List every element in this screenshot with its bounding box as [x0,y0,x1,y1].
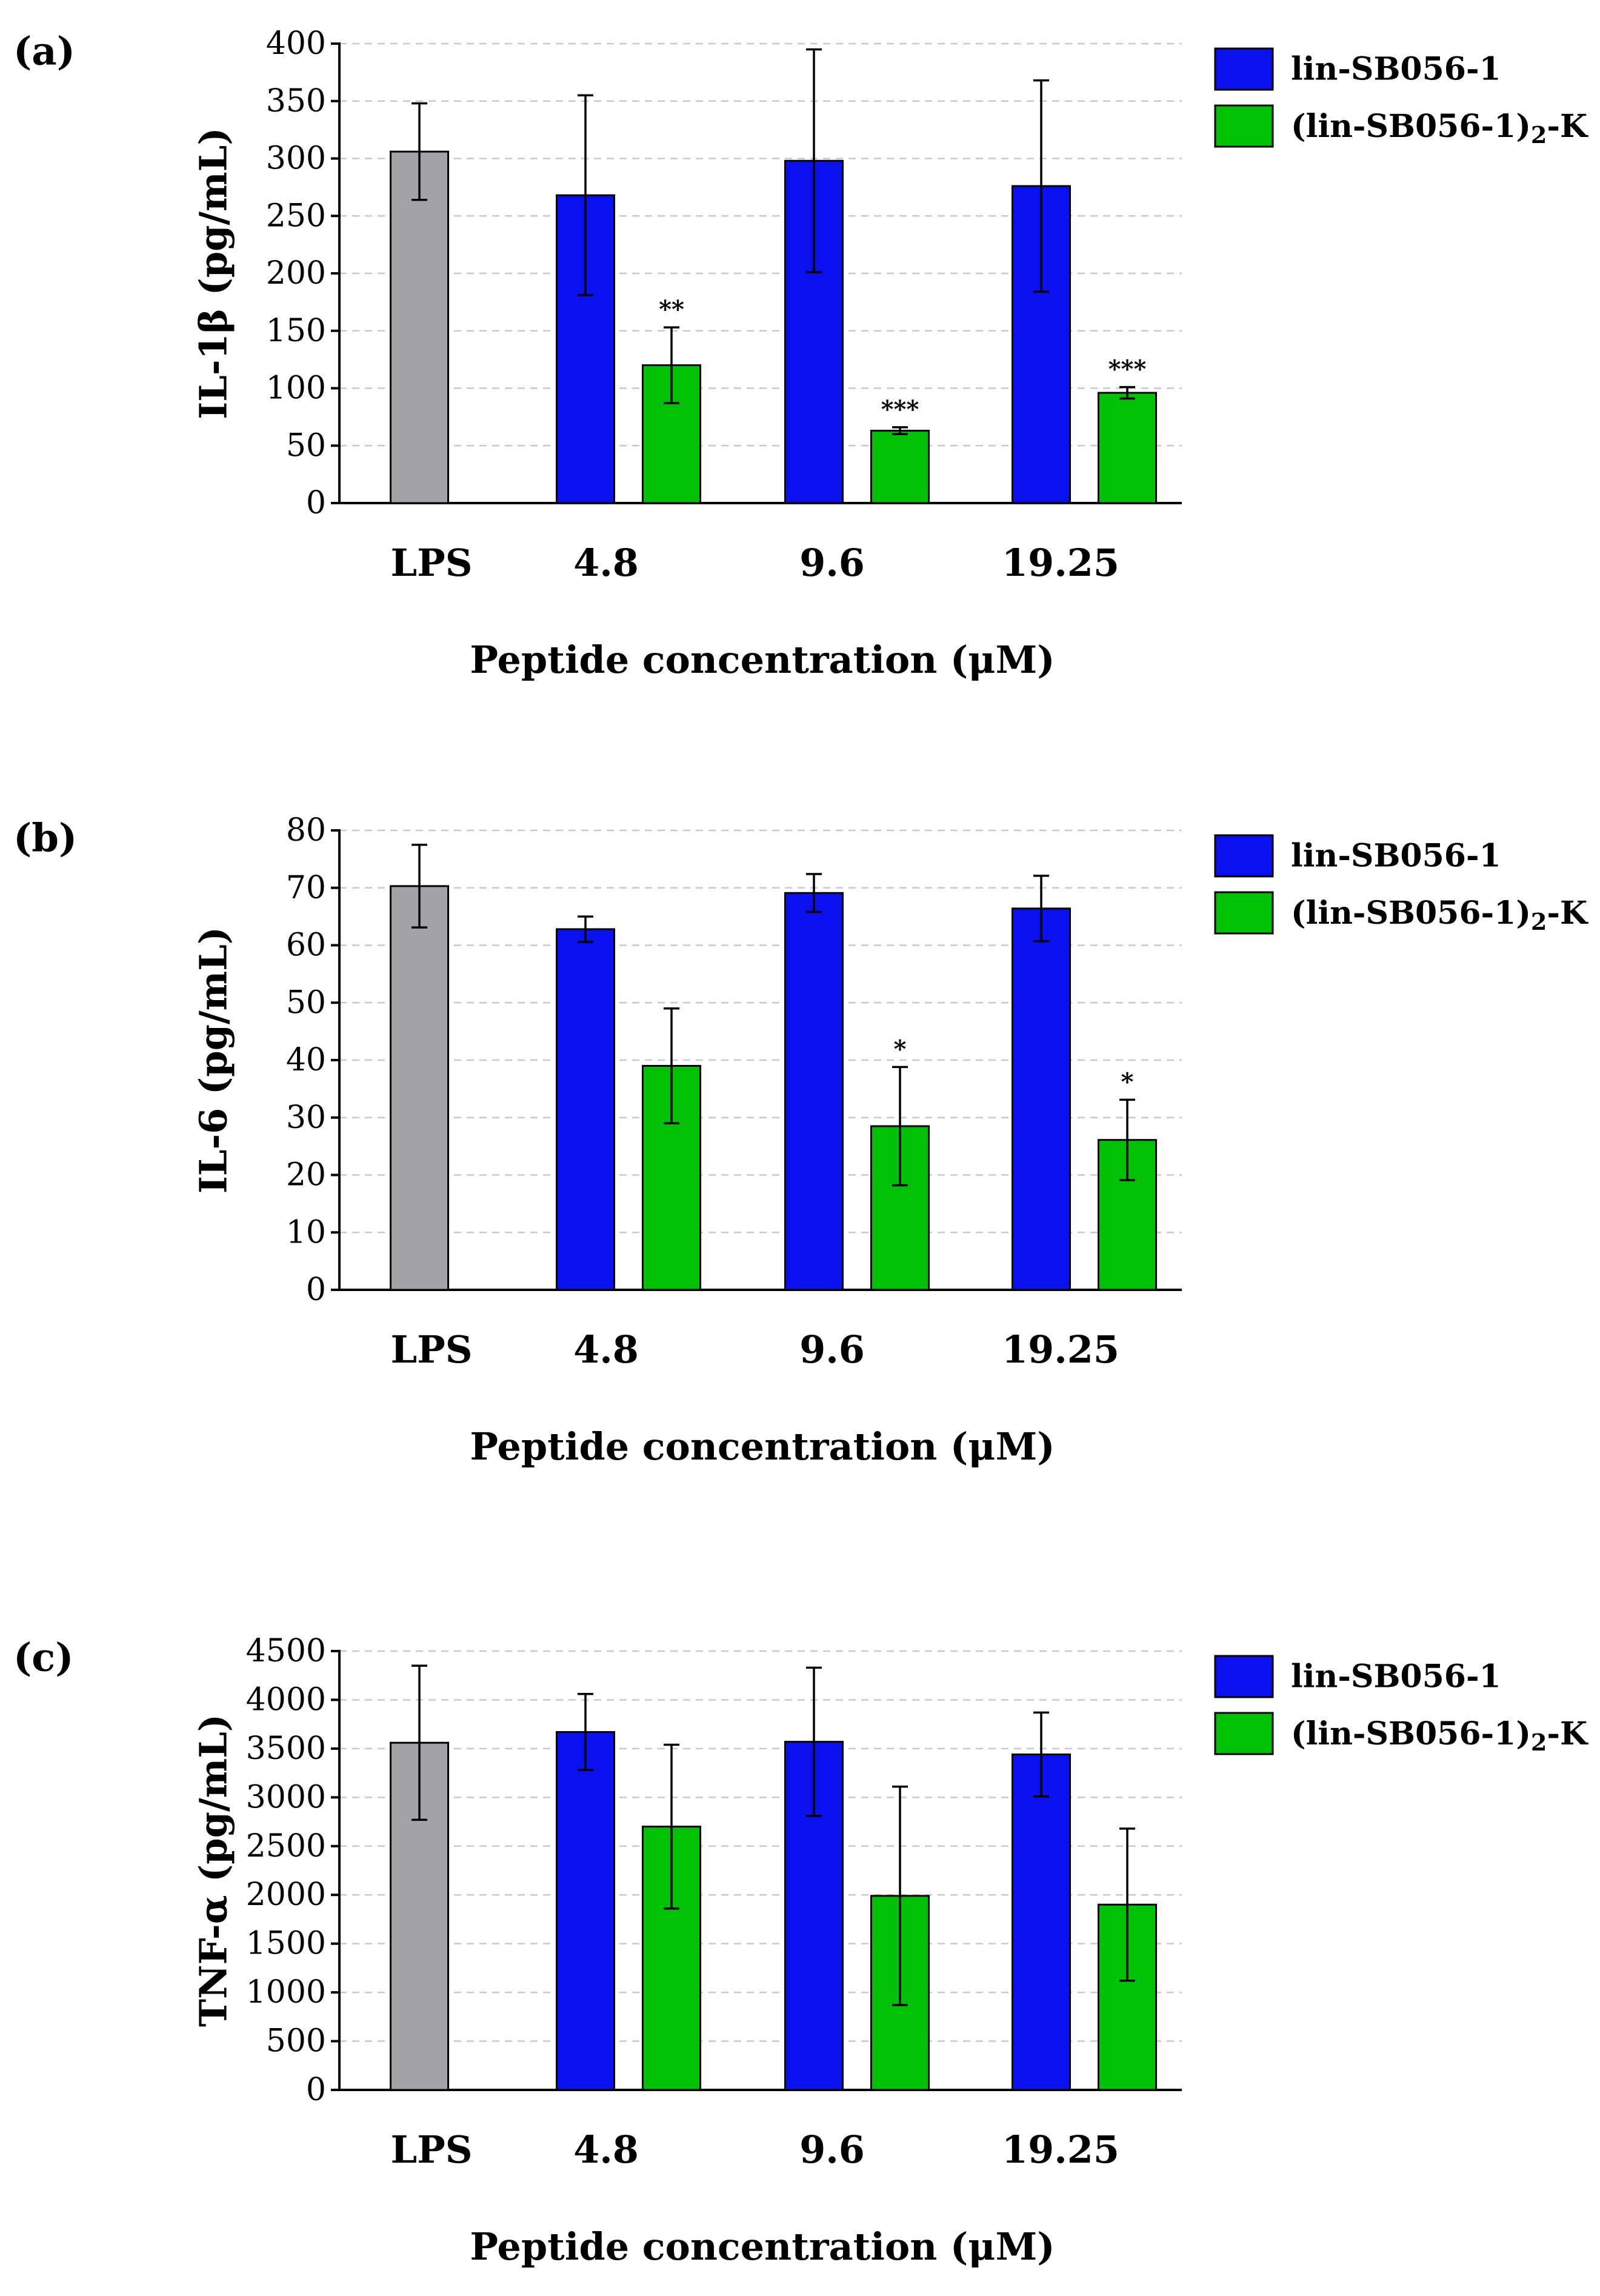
panel-b-y-tick-label: 40 [286,1042,326,1078]
panel-a-x-tick-label-LPS: LPS [391,541,473,585]
panel-a-y-tick-label: 350 [266,83,326,119]
panel-b-legend-swatch-dimer [1214,891,1274,935]
panel-c: (c) 0 500 1000 1500 2000 2500 3000 3500 4000 4500 T… [13,1633,1588,2269]
panel-c-legend-swatch-dimer [1214,1712,1274,1755]
panel-b-y-axis-title: IL-6 (pg/mL) [192,927,236,1193]
panel-b-x-axis-title: Peptide concentration (μM) [470,1424,1055,1469]
panel-c-legend-label-lin-sb056-1: lin-SB056-1 [1291,1658,1501,1695]
panel-b-y-tick-label: 60 [286,927,326,964]
panel-b-legend: lin-SB056-1 (lin-SB056-1)2-K [1214,834,1588,935]
panel-a-label: (a) [13,29,75,75]
panel-b-label: (b) [13,816,77,861]
panel-b-significance-dimer-19-25: * [1121,1067,1134,1096]
panel-b-bar-lin-sb056-1-4-8 [556,928,615,1291]
panel-a-y-tick-label: 150 [266,313,326,349]
panel-b-y-tick-label: 50 [286,984,326,1021]
panel-b: (b) 0 10 20 30 40 50 60 70 80 IL-6 (pg/mL) * * LPS 4.8… [13,812,1588,1469]
panel-a-x-axis-title: Peptide concentration (μM) [470,638,1055,682]
panel-a-y-axis-title: IL-1β (pg/mL) [192,127,236,419]
panel-c-legend-label-dimer: (lin-SB056-1)2-K [1291,1715,1588,1756]
panel-b-y-tick-label: 10 [286,1214,326,1250]
panel-c-x-tick-label-4-8: 4.8 [573,2127,639,2172]
panel-a-legend-swatch-lin-sb056-1 [1214,47,1274,91]
panel-b-y-tick-label: 30 [286,1100,326,1136]
panel-c-y-tick-label: 4000 [246,1681,326,1718]
panel-a-significance-dimer-9-6: *** [881,395,919,424]
panel-b-legend-label-lin-sb056-1: lin-SB056-1 [1291,838,1501,875]
panel-a-y-tick-label: 100 [266,370,326,407]
panel-c-y-tick-label: 3000 [246,1779,326,1815]
panel-c-bar-lin-sb056-1-4-8 [556,1731,615,2091]
panel-a-significance-dimer-4-8: ** [659,295,684,324]
panel-b-y-tick-label: 70 [286,870,326,906]
panel-a-y-tick-label: 250 [266,198,326,234]
panel-c-legend-swatch-lin-sb056-1 [1214,1655,1274,1698]
panel-c-y-tick-label: 1500 [246,1926,326,1962]
panel-b-bar-lin-sb056-1-9-6 [784,892,844,1291]
panel-c-x-tick-label-19-25: 19.25 [1002,2127,1119,2172]
panel-c-y-tick-label: 4500 [246,1633,326,1669]
panel-a-significance-dimer-19-25: *** [1108,355,1147,384]
panel-a-legend-label-lin-sb056-1: lin-SB056-1 [1291,51,1501,88]
panel-a-bar-lps-LPS [390,150,449,504]
panel-b-x-tick-label-9-6: 9.6 [799,1327,865,1372]
panel-b-x-tick-label-19-25: 19.25 [1002,1327,1119,1372]
panel-b-legend-swatch-lin-sb056-1 [1214,834,1274,878]
panel-a-bar-dimer-9-6 [870,430,930,504]
panel-a-y-tick-label: 400 [266,25,326,62]
panel-a-bar-dimer-19-25 [1098,392,1157,504]
panel-c-bar-lin-sb056-1-19-25 [1012,1754,1071,2091]
panel-c-y-tick-label: 2500 [246,1828,326,1864]
panel-c-y-tick-label: 500 [266,2023,326,2060]
panel-a-legend-label-dimer: (lin-SB056-1)2-K [1291,108,1588,149]
panel-b-x-tick-label-4-8: 4.8 [573,1327,639,1372]
panel-a-y-tick-label: 200 [266,255,326,292]
panel-b-legend-label-dimer: (lin-SB056-1)2-K [1291,895,1588,935]
panel-a-legend-swatch-dimer [1214,104,1274,148]
panel-a-y-tick-label: 300 [266,141,326,177]
panel-a-x-tick-label-9-6: 9.6 [799,541,865,585]
panel-a-legend: lin-SB056-1 (lin-SB056-1)2-K [1214,47,1588,149]
panel-c-y-tick-label: 1000 [246,1974,326,2011]
panel-c-y-axis-title: TNF-α (pg/mL) [192,1714,236,2027]
panel-b-y-tick-label: 0 [306,1272,326,1308]
panel-c-legend: lin-SB056-1 (lin-SB056-1)2-K [1214,1655,1588,1756]
panel-b-y-tick-label: 20 [286,1157,326,1193]
panel-c-x-tick-label-LPS: LPS [391,2127,473,2172]
panel-b-significance-dimer-9-6: * [894,1035,907,1063]
panel-b-x-tick-label-LPS: LPS [391,1327,473,1372]
panel-c-y-tick-label: 3500 [246,1730,326,1767]
panel-c-label: (c) [13,1635,74,1681]
panel-a-y-tick-label: 0 [306,485,326,521]
panel-b-y-tick-label: 80 [286,812,326,849]
panel-b-bar-lin-sb056-1-19-25 [1012,907,1071,1291]
panel-a: (a) 0 50 100 150 200 250 300 350 400 IL-1β (pg/mL)… [13,25,1588,682]
panel-c-bar-dimer-4-8 [642,1826,701,2091]
panel-a-y-tick-label: 50 [286,427,326,464]
panel-b-bar-lps-LPS [390,885,449,1291]
panel-c-x-axis-title: Peptide concentration (μM) [470,2224,1055,2269]
panel-a-x-tick-label-19-25: 19.25 [1002,541,1119,585]
panel-c-x-tick-label-9-6: 9.6 [799,2127,865,2172]
panel-c-y-tick-label: 0 [306,2072,326,2108]
panel-c-y-tick-label: 2000 [246,1877,326,1913]
panel-a-x-tick-label-4-8: 4.8 [573,541,639,585]
